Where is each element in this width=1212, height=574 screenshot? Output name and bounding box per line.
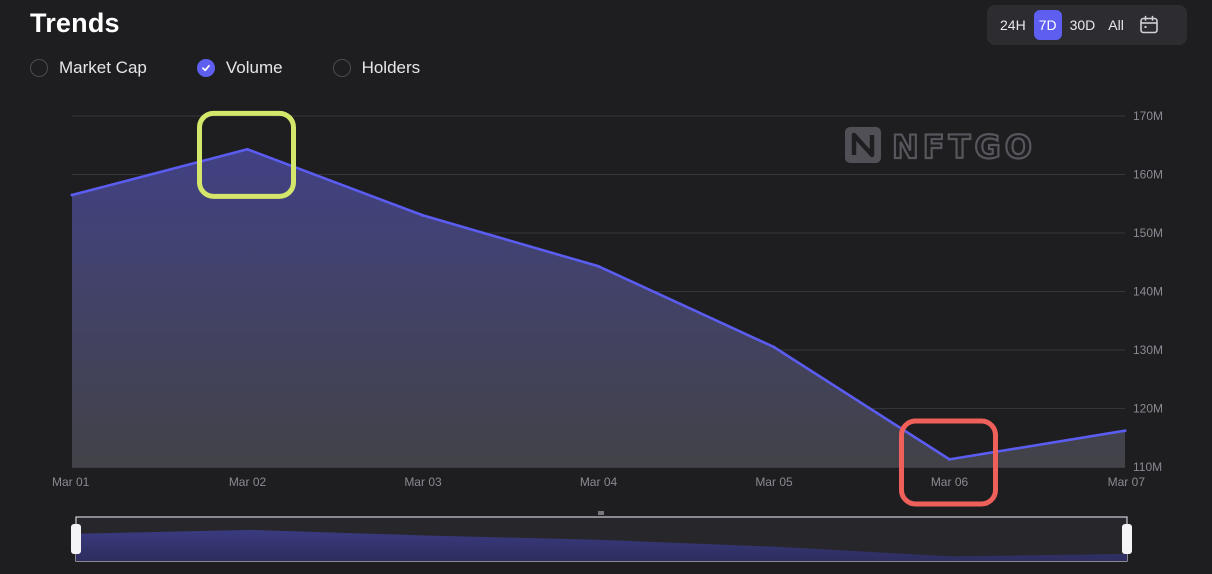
y-tick-label: 140M <box>1133 285 1163 299</box>
legend-label: Market Cap <box>59 58 147 77</box>
time-range-selector: 24H 7D 30D All <box>987 5 1187 45</box>
range-7d-button[interactable]: 7D <box>1033 10 1062 40</box>
y-tick-label: 110M <box>1133 460 1162 474</box>
navigator-drag-grip-icon[interactable] <box>598 511 604 515</box>
volume-area <box>72 149 1125 468</box>
y-tick-label: 170M <box>1133 109 1163 123</box>
x-tick-label: Mar 05 <box>755 475 793 489</box>
data-point[interactable] <box>1123 429 1127 433</box>
legend-item-market-cap[interactable]: Market Cap <box>30 58 147 78</box>
low-highlight-box <box>899 418 998 507</box>
data-point[interactable] <box>772 345 776 349</box>
legend-item-holders[interactable]: Holders <box>332 58 421 78</box>
y-tick-label: 130M <box>1133 343 1163 357</box>
data-point[interactable] <box>948 457 951 461</box>
legend-item-volume[interactable]: Volume <box>196 58 283 78</box>
navigator-left-handle[interactable] <box>71 524 81 554</box>
data-point[interactable] <box>70 193 74 197</box>
watermark-text: NFTGO <box>892 128 1036 166</box>
radio-unchecked-icon <box>30 59 48 77</box>
legend-label: Holders <box>361 58 421 77</box>
nftgo-watermark: NFTGO <box>845 127 1036 167</box>
data-point[interactable] <box>597 264 600 268</box>
navigator-area <box>76 529 1127 561</box>
range-24h-button[interactable]: 24H <box>1000 17 1026 33</box>
y-tick-label: 160M <box>1133 168 1163 182</box>
data-point[interactable] <box>421 213 425 217</box>
x-tick-label: Mar 02 <box>229 475 267 489</box>
x-tick-label: Mar 06 <box>931 475 969 489</box>
range-30d-button[interactable]: 30D <box>1069 17 1096 33</box>
legend: Market Cap Volume Holders <box>30 58 470 78</box>
legend-label: Volume <box>225 58 283 77</box>
chart-title: Trends <box>30 8 120 38</box>
x-tick-label: Mar 01 <box>52 475 90 489</box>
peak-highlight-box <box>197 110 296 199</box>
navigator-right-handle[interactable] <box>1122 524 1132 554</box>
radio-unchecked-icon <box>332 59 351 77</box>
calendar-icon[interactable] <box>1138 14 1160 36</box>
checkmark-icon <box>196 59 215 77</box>
x-tick-label: Mar 04 <box>580 475 618 489</box>
range-all-button[interactable]: All <box>1108 17 1124 33</box>
x-tick-label: Mar 07 <box>1108 475 1146 489</box>
y-tick-label: 120M <box>1133 402 1163 416</box>
x-tick-label: Mar 03 <box>404 475 442 489</box>
range-navigator[interactable] <box>71 511 1132 562</box>
data-point[interactable] <box>246 147 249 151</box>
y-tick-label: 150M <box>1133 226 1163 240</box>
